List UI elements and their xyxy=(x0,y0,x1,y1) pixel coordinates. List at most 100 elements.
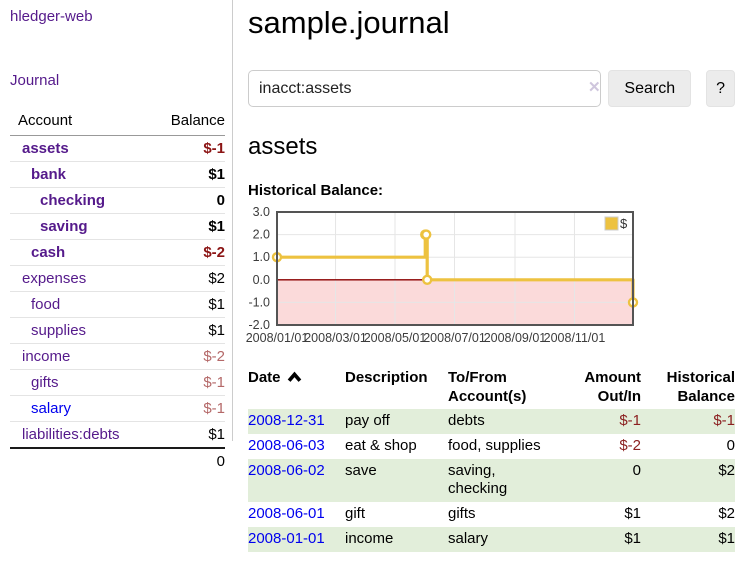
svg-text:2008/09/01: 2008/09/01 xyxy=(484,331,547,345)
historical-balance-chart: 3.0 2.0 1.0 0.0 -1.0 -2.02008/01/012008/03/01… xyxy=(246,205,639,345)
transaction-date-link[interactable]: 2008-06-01 xyxy=(248,505,325,522)
svg-text:2.0: 2.0 xyxy=(253,228,270,242)
account-link[interactable]: bank xyxy=(31,166,67,183)
main-content: sample.journal ✕ Search ? assets Histori… xyxy=(246,0,735,552)
register-row: 2008-06-02 save saving, checking 0 $2 xyxy=(248,459,735,502)
transaction-description: save xyxy=(345,462,377,479)
register-row: 2008-06-01 gift gifts $1 $2 xyxy=(248,502,735,527)
svg-text:-1.0: -1.0 xyxy=(248,295,270,309)
account-row: saving $1 xyxy=(10,213,225,240)
account-balance: $-2 xyxy=(153,239,225,266)
register-head-row: Date Description To/From Account(s) Amount Ou… xyxy=(248,367,735,409)
transaction-description: income xyxy=(345,530,394,547)
transaction-date-link[interactable]: 2008-12-31 xyxy=(248,412,325,429)
search-form: ✕ Search ? xyxy=(248,70,735,107)
account-balance: $-2 xyxy=(153,343,225,370)
search-input[interactable] xyxy=(248,70,602,107)
account-row: gifts $-1 xyxy=(10,369,225,396)
transaction-amount: $1 xyxy=(624,530,641,547)
account-link[interactable]: cash xyxy=(31,244,66,261)
register-row: 2008-01-01 income salary $1 $1 xyxy=(248,527,735,552)
account-row: income $-2 xyxy=(10,343,225,370)
account-link[interactable]: food xyxy=(31,296,61,313)
account-balance: $1 xyxy=(153,421,225,449)
accounts-header-balance: Balance xyxy=(153,109,225,136)
account-balance: $2 xyxy=(153,265,225,292)
account-balance: $-1 xyxy=(153,135,225,162)
journal-nav-link[interactable]: Journal xyxy=(10,72,60,89)
account-balance: $1 xyxy=(153,213,225,240)
account-link[interactable]: expenses xyxy=(22,270,87,287)
accounts-total-spacer xyxy=(10,447,154,474)
transaction-balance: $-1 xyxy=(713,412,735,429)
transaction-description: eat & shop xyxy=(345,437,417,454)
account-link[interactable]: gifts xyxy=(31,374,59,391)
transaction-balance: $2 xyxy=(718,462,735,479)
account-link[interactable]: supplies xyxy=(31,322,87,339)
account-balance: 0 xyxy=(153,187,225,214)
transaction-accounts: salary xyxy=(448,530,489,547)
account-row: checking 0 xyxy=(10,187,225,214)
account-balance: $1 xyxy=(153,291,225,318)
transaction-balance: 0 xyxy=(726,437,735,454)
transaction-balance: $1 xyxy=(718,530,735,547)
account-link[interactable]: checking xyxy=(40,192,106,209)
account-balance: $1 xyxy=(153,161,225,188)
account-balance: $1 xyxy=(153,317,225,344)
account-link[interactable]: saving xyxy=(40,218,88,235)
account-balance: $-1 xyxy=(153,395,225,422)
transaction-accounts: gifts xyxy=(448,505,476,522)
account-row: supplies $1 xyxy=(10,317,225,344)
account-row: liabilities:debts $1 xyxy=(10,421,225,449)
svg-text:0.0: 0.0 xyxy=(253,273,270,287)
transaction-amount: $-2 xyxy=(619,437,641,454)
transaction-accounts: saving, checking xyxy=(448,462,508,497)
account-link[interactable]: salary xyxy=(31,400,72,417)
transaction-description: pay off xyxy=(345,412,390,429)
svg-text:3.0: 3.0 xyxy=(253,205,270,219)
sidebar: hledger-web Journal Account Balance asse… xyxy=(0,0,233,474)
register-row: 2008-12-31 pay off debts $-1 $-1 xyxy=(248,409,735,434)
transaction-amount: 0 xyxy=(632,462,641,479)
accounts-header-account: Account xyxy=(10,109,154,136)
transaction-date-link[interactable]: 2008-06-02 xyxy=(248,462,325,479)
account-link[interactable]: liabilities:debts xyxy=(22,426,120,443)
register-column-header: To/From Account(s) xyxy=(448,369,527,405)
register-table: Date Description To/From Account(s) Amount Ou… xyxy=(248,367,735,552)
help-button[interactable]: ? xyxy=(706,70,735,107)
accounts-total-value: 0 xyxy=(153,447,225,474)
chart-title-label: Historical Balance: xyxy=(248,182,384,199)
svg-text:$: $ xyxy=(620,216,628,231)
svg-text:2008/11/01: 2008/11/01 xyxy=(544,331,606,345)
account-row: assets $-1 xyxy=(10,135,225,162)
account-link[interactable]: income xyxy=(22,348,71,365)
register-column-header: Historical Balance xyxy=(666,369,735,405)
svg-text:2008/01/01: 2008/01/01 xyxy=(246,331,309,345)
account-row: salary $-1 xyxy=(10,395,225,422)
app-brand-link[interactable]: hledger-web xyxy=(10,8,93,25)
register-column-header: Amount Out/In xyxy=(584,369,641,405)
accounts-total-row: 0 xyxy=(10,447,225,474)
svg-text:2008/07/01: 2008/07/01 xyxy=(423,331,486,345)
accounts-table: Account Balance assets $-1 bank $1 checking 0… xyxy=(10,109,225,474)
svg-text:2008/05/01: 2008/05/01 xyxy=(364,331,427,345)
account-row: expenses $2 xyxy=(10,265,225,292)
transaction-accounts: food, supplies xyxy=(448,437,541,454)
register-column-header[interactable]: Date xyxy=(248,367,345,409)
svg-text:-2.0: -2.0 xyxy=(248,318,270,332)
transaction-date-link[interactable]: 2008-01-01 xyxy=(248,530,325,547)
transaction-amount: $1 xyxy=(624,505,641,522)
account-row: cash $-2 xyxy=(10,239,225,266)
transaction-amount: $-1 xyxy=(619,412,641,429)
account-link[interactable]: assets xyxy=(22,140,69,157)
register-tbody: 2008-12-31 pay off debts $-1 $-1 2008-06-03 ea… xyxy=(248,409,735,552)
search-button[interactable]: Search xyxy=(608,70,692,107)
account-balance: $-1 xyxy=(153,369,225,396)
svg-text:1.0: 1.0 xyxy=(253,250,270,264)
register-row: 2008-06-03 eat & shop food, supplies $-2 0 xyxy=(248,434,735,459)
transaction-date-link[interactable]: 2008-06-03 xyxy=(248,437,325,454)
account-heading: assets xyxy=(248,133,318,160)
clear-search-icon[interactable]: ✕ xyxy=(588,79,601,96)
page-title: sample.journal xyxy=(248,5,450,40)
svg-text:2008/03/01: 2008/03/01 xyxy=(304,331,367,345)
